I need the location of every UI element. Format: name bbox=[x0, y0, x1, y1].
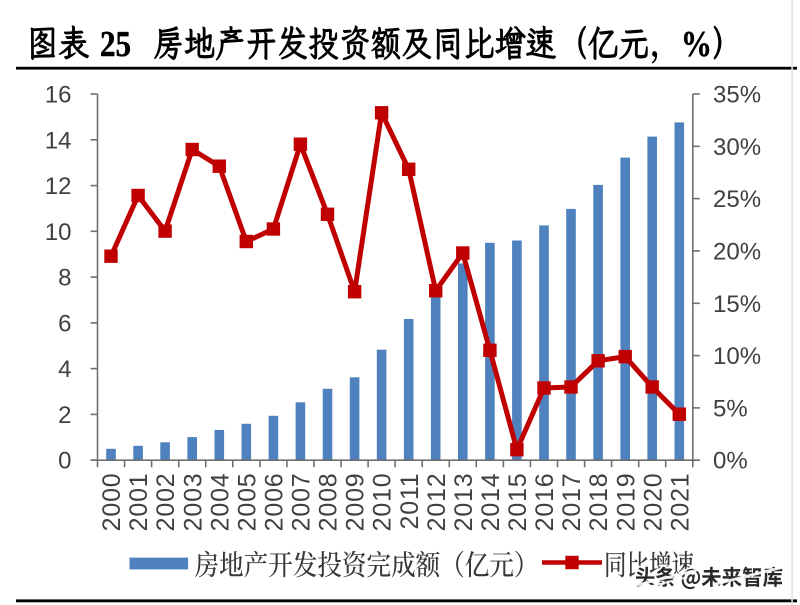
svg-text:2019: 2019 bbox=[612, 473, 640, 532]
svg-text:2010: 2010 bbox=[369, 473, 397, 532]
svg-text:2001: 2001 bbox=[125, 473, 153, 532]
svg-text:14: 14 bbox=[45, 127, 72, 154]
svg-text:6: 6 bbox=[58, 310, 71, 337]
svg-text:8: 8 bbox=[58, 265, 71, 292]
svg-text:2: 2 bbox=[58, 402, 71, 429]
svg-text:2015: 2015 bbox=[504, 473, 532, 532]
svg-text:30%: 30% bbox=[713, 134, 761, 161]
svg-text:2016: 2016 bbox=[531, 473, 559, 532]
svg-text:2018: 2018 bbox=[585, 473, 613, 532]
svg-text:2003: 2003 bbox=[179, 473, 207, 532]
svg-text:4: 4 bbox=[58, 356, 71, 383]
svg-text:2014: 2014 bbox=[477, 473, 505, 532]
svg-text:0%: 0% bbox=[713, 448, 748, 475]
svg-text:2000: 2000 bbox=[98, 473, 126, 532]
svg-text:2017: 2017 bbox=[558, 473, 586, 532]
svg-text:2004: 2004 bbox=[206, 473, 234, 532]
svg-text:15%: 15% bbox=[713, 291, 761, 318]
svg-text:10: 10 bbox=[45, 219, 72, 246]
svg-text:2020: 2020 bbox=[639, 473, 667, 532]
svg-text:2009: 2009 bbox=[342, 473, 370, 532]
svg-text:2006: 2006 bbox=[261, 473, 289, 532]
svg-text:2005: 2005 bbox=[233, 473, 261, 532]
svg-text:2012: 2012 bbox=[423, 473, 451, 532]
svg-text:2011: 2011 bbox=[396, 473, 424, 530]
svg-text:12: 12 bbox=[45, 173, 72, 200]
svg-text:5%: 5% bbox=[713, 395, 748, 422]
svg-text:0: 0 bbox=[58, 448, 71, 475]
svg-text:10%: 10% bbox=[713, 343, 761, 370]
svg-text:2021: 2021 bbox=[666, 473, 694, 532]
svg-text:2013: 2013 bbox=[450, 473, 478, 532]
svg-text:2007: 2007 bbox=[288, 473, 316, 532]
svg-text:25%: 25% bbox=[713, 186, 761, 213]
svg-text:20%: 20% bbox=[713, 238, 761, 265]
svg-text:35%: 35% bbox=[713, 82, 761, 109]
svg-text:2008: 2008 bbox=[315, 473, 343, 532]
svg-text:16: 16 bbox=[45, 82, 72, 109]
svg-text:2002: 2002 bbox=[152, 473, 180, 532]
